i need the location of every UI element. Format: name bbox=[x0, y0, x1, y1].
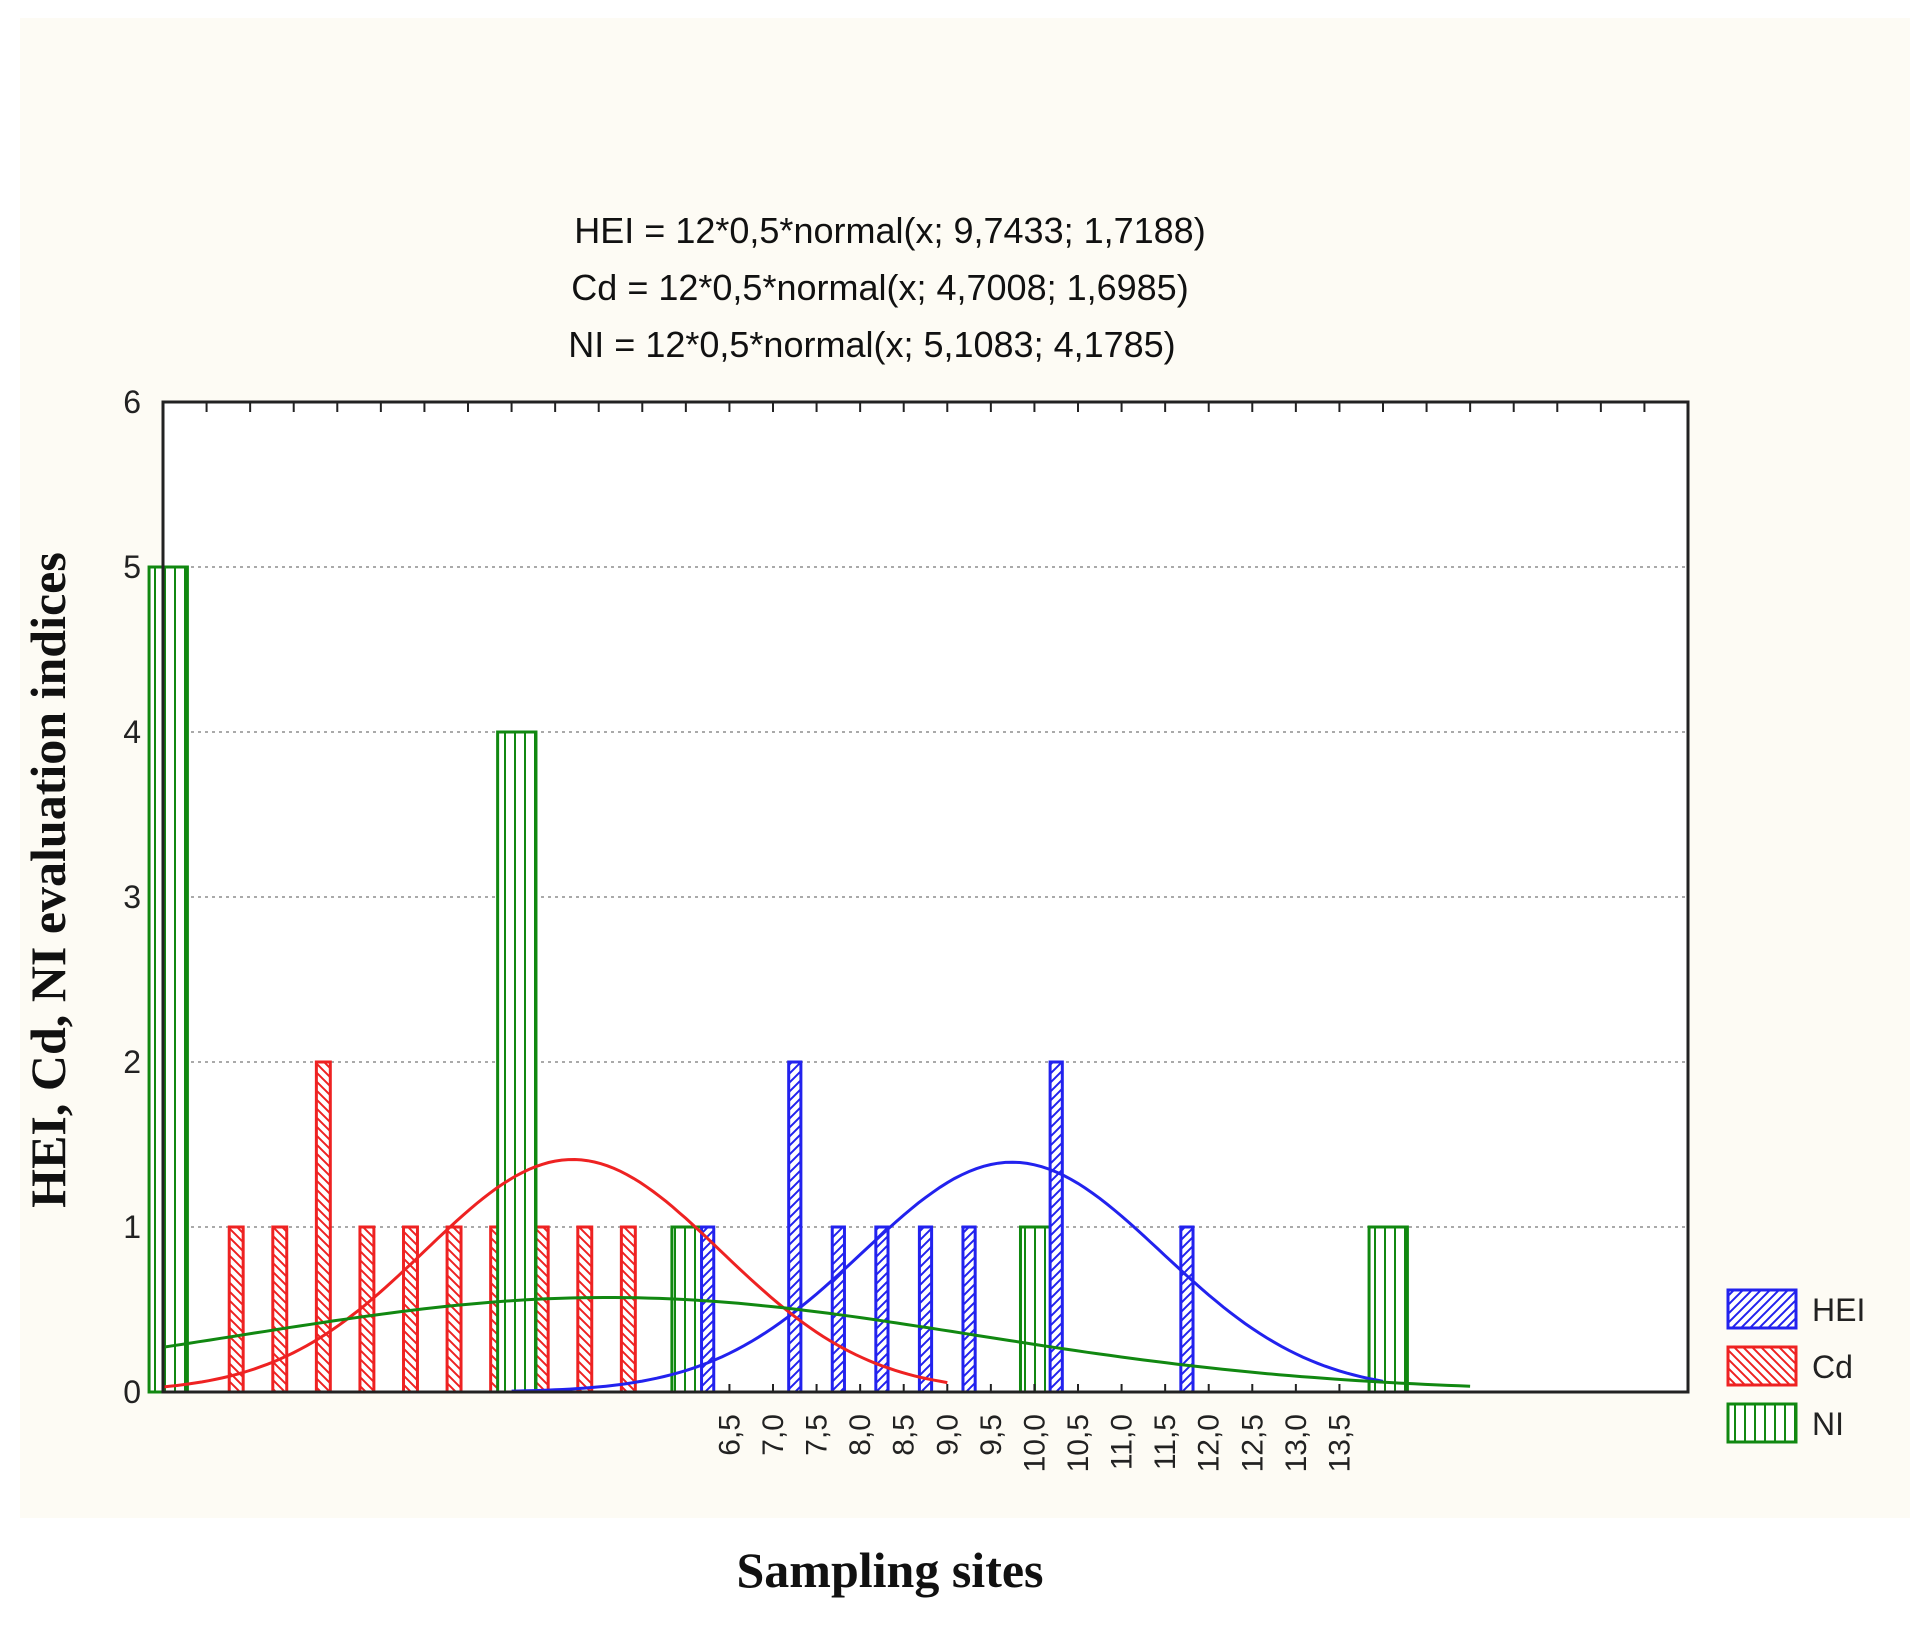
x-tick-label: 13,5 bbox=[1323, 1414, 1356, 1472]
legend-label-hei: HEI bbox=[1812, 1292, 1865, 1328]
plot-frame bbox=[161, 400, 1690, 1394]
bar-cd bbox=[227, 1225, 245, 1394]
x-tick-label: 6,5 bbox=[713, 1414, 746, 1456]
bar-hei bbox=[961, 1225, 977, 1394]
bar-hei bbox=[1048, 1060, 1064, 1394]
bar-ni bbox=[1367, 1225, 1409, 1394]
x-tick-label: 7,5 bbox=[801, 1414, 834, 1456]
bar-hei bbox=[700, 1225, 716, 1394]
y-tick-label: 0 bbox=[123, 1374, 141, 1410]
y-tick-label: 6 bbox=[123, 384, 141, 420]
bar-cd bbox=[314, 1060, 332, 1394]
bar-hei bbox=[787, 1060, 803, 1394]
bar-hei bbox=[830, 1225, 846, 1394]
x-tick-label: 10,0 bbox=[1018, 1414, 1051, 1472]
curve-cd bbox=[162, 1157, 948, 1389]
x-tick-label: 8,5 bbox=[888, 1414, 921, 1456]
bar-cd bbox=[271, 1225, 289, 1394]
legend-swatch-hei bbox=[1726, 1288, 1798, 1330]
formula-hei: HEI = 12*0,5*normal(x; 9,7433; 1,7188) bbox=[574, 210, 1205, 251]
bar-cd bbox=[358, 1225, 376, 1394]
bar-ni bbox=[496, 730, 538, 1394]
x-tick-label: 9,0 bbox=[931, 1414, 964, 1456]
curve-hei bbox=[511, 1160, 1384, 1393]
x-tick-label: 11,5 bbox=[1149, 1414, 1182, 1470]
x-tick-label: 9,5 bbox=[975, 1414, 1008, 1456]
fitted-curves bbox=[161, 1157, 1471, 1393]
legend-swatch-cd bbox=[1726, 1345, 1798, 1387]
formula-ni: NI = 12*0,5*normal(x; 5,1083; 4,1785) bbox=[568, 324, 1175, 365]
y-axis-title: HEI, Cd, NI evaluation indices bbox=[20, 552, 76, 1208]
y-tick-label: 3 bbox=[123, 879, 141, 915]
x-axis-title: Sampling sites bbox=[736, 1542, 1043, 1598]
bars bbox=[147, 565, 1409, 1394]
y-tick-label: 4 bbox=[123, 714, 141, 750]
x-tick-label: 13,0 bbox=[1280, 1414, 1313, 1472]
bar-ni bbox=[147, 565, 189, 1394]
y-tick-label: 5 bbox=[123, 549, 141, 585]
x-tick-label: 12,0 bbox=[1193, 1414, 1226, 1472]
bar-cd bbox=[445, 1225, 463, 1394]
formula-cd: Cd = 12*0,5*normal(x; 4,7008; 1,6985) bbox=[571, 267, 1188, 308]
bar-cd bbox=[576, 1225, 594, 1394]
legend-label-ni: NI bbox=[1812, 1406, 1844, 1442]
formula-block: HEI = 12*0,5*normal(x; 9,7433; 1,7188) C… bbox=[568, 210, 1205, 365]
bar-cd bbox=[619, 1225, 637, 1394]
y-tick-label: 2 bbox=[123, 1044, 141, 1080]
curve-ni bbox=[161, 1296, 1471, 1388]
axes: 0 1 2 3 4 5 6 6,5 7,0 7,5 8,0 8,5 9,0 9,5 10,0 10,5 11,0… bbox=[123, 384, 1690, 1472]
x-tick-label: 8,0 bbox=[844, 1414, 877, 1456]
x-tick-label: 11,0 bbox=[1106, 1414, 1139, 1470]
legend-swatch-ni bbox=[1726, 1402, 1798, 1444]
x-tick-label: 7,0 bbox=[757, 1414, 790, 1456]
bar-hei bbox=[917, 1225, 934, 1394]
legend-label-cd: Cd bbox=[1812, 1349, 1853, 1385]
x-tick-label: 10,5 bbox=[1062, 1414, 1095, 1472]
y-tick-label: 1 bbox=[123, 1209, 141, 1245]
legend: HEI Cd NI bbox=[1726, 1288, 1865, 1444]
x-tick-label: 12,5 bbox=[1236, 1414, 1269, 1472]
